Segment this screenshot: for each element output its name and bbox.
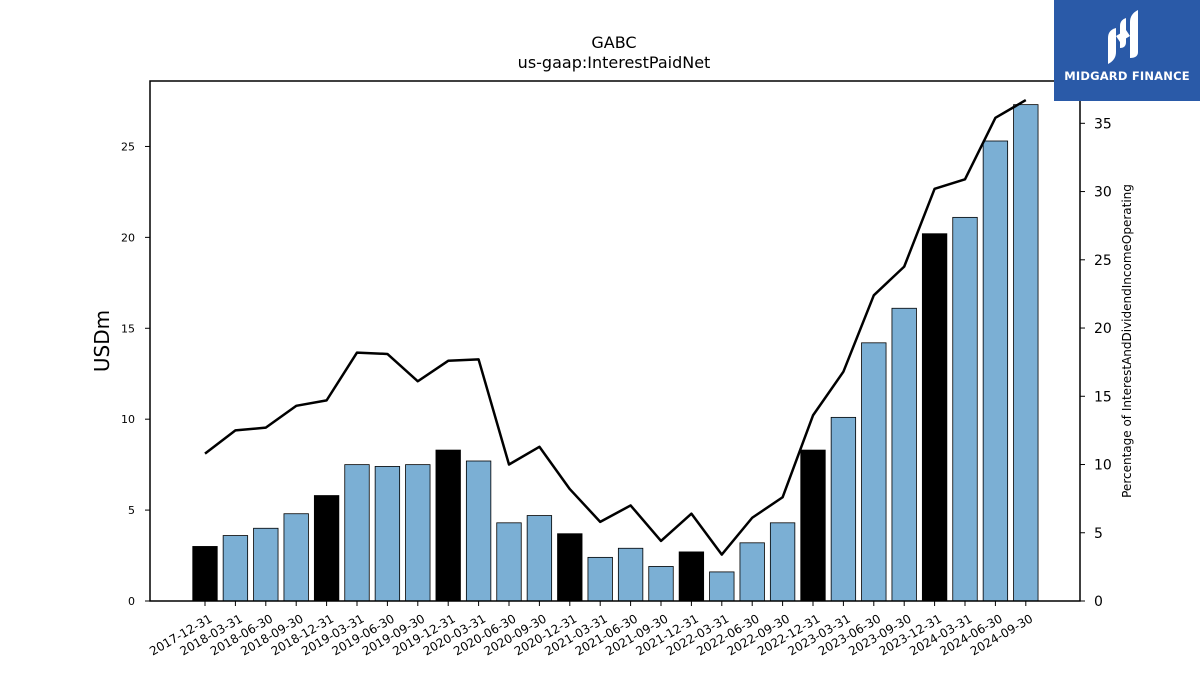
- midgard-finance-logo: MIDGARD FINANCE: [1054, 0, 1200, 101]
- bar-2024-09-30: [1013, 104, 1039, 602]
- bars-group: [192, 104, 1039, 602]
- bar-2022-09-30: [769, 522, 796, 602]
- bar-2017-12-31: [192, 546, 218, 602]
- left-tick-label: 0: [128, 595, 135, 608]
- bar-2018-06-30: [253, 527, 279, 602]
- bar-2023-03-31: [830, 416, 857, 602]
- bar-2019-03-31: [344, 464, 370, 602]
- right-tick-label: 35: [1094, 116, 1112, 132]
- right-tick-label: 30: [1094, 185, 1112, 201]
- bar-2024-03-31: [952, 216, 978, 602]
- left-tick-label: 15: [121, 322, 135, 335]
- bar-2020-06-30: [496, 522, 522, 602]
- left-axis-label: USDm: [90, 310, 114, 372]
- bar-2019-09-30: [405, 464, 431, 602]
- bar-2022-06-30: [739, 542, 765, 602]
- left-tick-label: 5: [128, 504, 135, 517]
- bar-2022-12-31: [800, 449, 826, 602]
- left-tick-label: 25: [121, 140, 135, 153]
- bar-2019-12-31: [435, 449, 461, 602]
- bar-2024-06-30: [982, 140, 1009, 602]
- bar-2020-09-30: [526, 515, 553, 602]
- bar-2021-12-31: [678, 551, 705, 602]
- left-tick-label: 20: [121, 231, 135, 244]
- chart-title: GABC: [591, 33, 636, 52]
- bar-2018-12-31: [313, 495, 340, 602]
- bar-2020-03-31: [465, 460, 492, 602]
- bar-2021-06-30: [617, 547, 644, 602]
- bar-2021-03-31: [587, 556, 613, 602]
- bar-2023-12-31: [921, 233, 948, 602]
- bar-2018-03-31: [222, 535, 249, 602]
- x-axis: 2017-12-312018-03-312018-06-302018-09-30…: [147, 601, 1035, 658]
- left-y-axis: 0 5 10 15 20 25: [121, 140, 150, 608]
- plot-frame: [149, 80, 1081, 602]
- bar-2023-09-30: [891, 307, 917, 602]
- right-tick-label: 10: [1094, 458, 1112, 474]
- ratio-line-series: [204, 99, 1027, 556]
- right-tick-label: 5: [1094, 526, 1103, 542]
- bar-2019-06-30: [374, 466, 401, 602]
- left-tick-label: 10: [121, 413, 135, 426]
- right-y-axis: 0 5 10 15 20 25 30 35: [1080, 116, 1112, 610]
- right-tick-label: 25: [1094, 253, 1112, 269]
- right-tick-label: 20: [1094, 321, 1112, 337]
- right-tick-label: 15: [1094, 389, 1112, 405]
- logo-text: MIDGARD FINANCE: [1064, 69, 1190, 83]
- bar-2023-06-30: [861, 342, 887, 602]
- bar-2018-09-30: [283, 513, 309, 602]
- chart-subtitle: us-gaap:InterestPaidNet: [518, 53, 711, 72]
- right-axis-label: Percentage of InterestAndDividendIncomeO…: [1120, 184, 1134, 498]
- logo-mark-icon: [1108, 10, 1138, 64]
- bar-2022-03-31: [709, 571, 735, 602]
- bar-2021-09-30: [648, 566, 674, 602]
- bar-2020-12-31: [557, 533, 583, 602]
- right-tick-label: 0: [1094, 594, 1103, 610]
